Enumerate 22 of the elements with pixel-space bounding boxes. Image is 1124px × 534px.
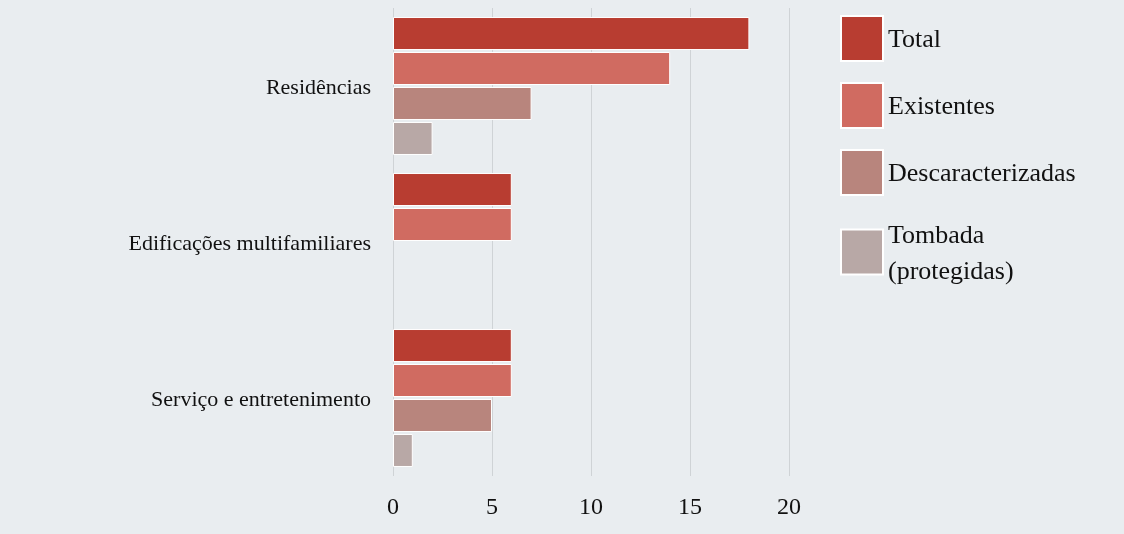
bar bbox=[393, 398, 492, 432]
bar bbox=[393, 173, 512, 207]
y-tick-label: Residências bbox=[265, 73, 371, 99]
bar bbox=[393, 17, 750, 51]
bar bbox=[393, 52, 671, 86]
y-tick-label: Edificações multifamiliares bbox=[128, 229, 371, 255]
bar bbox=[393, 208, 512, 242]
legend-label: Tombada (protegidas) bbox=[888, 219, 1014, 285]
bar bbox=[393, 121, 433, 155]
bar bbox=[393, 433, 413, 467]
x-tick-label: 10 bbox=[579, 493, 603, 519]
x-tick-label: 20 bbox=[777, 493, 801, 519]
bar bbox=[393, 329, 512, 363]
x-tick-label: 5 bbox=[486, 493, 498, 519]
y-tick-label: Serviço e entretenimento bbox=[151, 385, 371, 411]
legend-label: Descaracterizadas bbox=[888, 158, 1076, 187]
bar bbox=[393, 86, 532, 120]
legend-label: Total bbox=[888, 24, 942, 53]
legend-label: Existentes bbox=[888, 91, 995, 120]
bar bbox=[393, 364, 512, 398]
x-tick-label: 15 bbox=[678, 493, 702, 519]
x-tick-label: 0 bbox=[387, 493, 399, 519]
